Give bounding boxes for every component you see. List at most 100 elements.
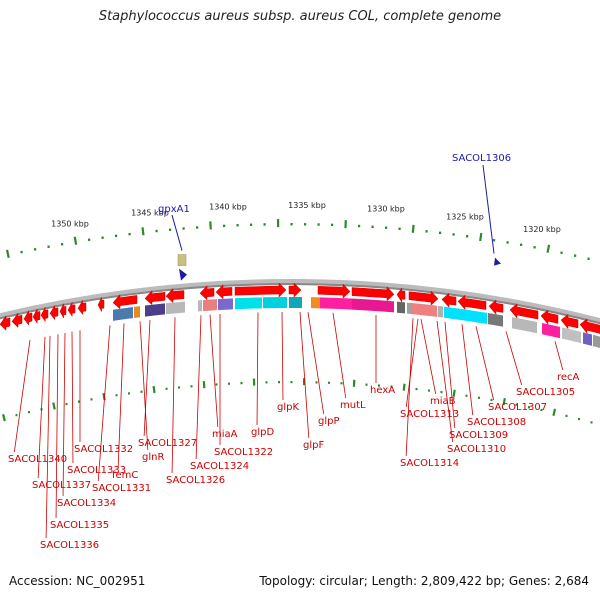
- inner-dot: [265, 381, 268, 384]
- gene-label: SACOL1327: [138, 438, 197, 449]
- label-leader-line: [209, 314, 219, 428]
- gene-arrow[interactable]: [560, 313, 579, 330]
- gene-arrow[interactable]: [11, 312, 23, 328]
- inner-major-tick: [502, 398, 506, 406]
- gene-arrow[interactable]: [488, 299, 504, 315]
- scale-dot: [20, 250, 23, 254]
- gpxA1-marker: [179, 268, 187, 281]
- inner-dot: [215, 383, 218, 386]
- gene-label: SACOL1331: [92, 483, 151, 494]
- backbone-edge: [0, 283, 600, 325]
- inner-dot: [115, 394, 118, 397]
- label-leader-line: [405, 318, 414, 457]
- scale-dot: [574, 254, 577, 257]
- gene-arrow[interactable]: [23, 309, 33, 326]
- label-leader-line: [307, 312, 325, 415]
- label-leader-line: [554, 341, 564, 371]
- gene-label: miaB: [430, 396, 456, 407]
- gene-arrow[interactable]: [77, 299, 87, 316]
- inner-dot: [365, 383, 368, 386]
- scale-dot: [425, 230, 428, 233]
- gene-arrow[interactable]: [0, 315, 11, 331]
- gene-label: SACOL1336: [40, 540, 99, 551]
- scale-dot: [223, 224, 226, 228]
- gene-arrow[interactable]: [288, 282, 302, 298]
- gene-arrow[interactable]: [40, 307, 49, 323]
- gene-label: femC: [112, 470, 138, 481]
- gene-arrow[interactable]: [112, 293, 138, 310]
- label-leader-line: [97, 325, 111, 482]
- gene-arrow[interactable]: [215, 284, 233, 300]
- inner-dot: [128, 392, 130, 395]
- inner-dot: [78, 400, 80, 403]
- gene-arrow[interactable]: [199, 285, 215, 301]
- gene-arrow[interactable]: [67, 302, 76, 318]
- gene-label: glpF: [303, 440, 324, 451]
- gene-arrow[interactable]: [165, 287, 185, 304]
- gene-label: SACOL1314: [400, 458, 459, 469]
- gene-arrow[interactable]: [234, 282, 287, 298]
- inner-dot: [278, 381, 280, 384]
- feature-domain: [235, 297, 262, 310]
- feature-domain: [438, 305, 443, 318]
- gene-arrow[interactable]: [317, 283, 351, 299]
- label-leader-line: [461, 324, 474, 416]
- feature-domain: [562, 327, 581, 344]
- feature-domain: [512, 317, 537, 334]
- scale-dot: [169, 228, 172, 231]
- scale-label: 1320 kbp: [523, 225, 561, 234]
- gene-label: glpP: [318, 416, 340, 427]
- gene-arrow[interactable]: [32, 308, 41, 325]
- gene-arrow[interactable]: [540, 309, 559, 326]
- scale-dot: [520, 243, 523, 246]
- inner-dot: [415, 387, 418, 391]
- gene-arrow[interactable]: [441, 292, 457, 308]
- scale-major-tick: [5, 249, 10, 258]
- label-leader-line: [13, 340, 31, 453]
- inner-dot: [540, 408, 543, 412]
- feature-domain: [203, 299, 217, 312]
- inner-dot: [578, 417, 580, 421]
- scale-dot: [236, 224, 239, 227]
- gene-arrow[interactable]: [457, 294, 487, 311]
- inner-major-tick: [252, 378, 256, 386]
- label-leader-line: [37, 336, 46, 479]
- scale-dot: [587, 257, 590, 260]
- feature-domain: [488, 313, 503, 327]
- feature-domain: [583, 332, 592, 346]
- feature-domain: [218, 298, 233, 311]
- inner-dot: [140, 390, 143, 393]
- gene-label: hexA: [370, 385, 395, 396]
- label-leader-line: [505, 331, 523, 386]
- gene-arrow[interactable]: [579, 318, 600, 335]
- gene-arrow[interactable]: [509, 303, 539, 320]
- callout-line: [482, 164, 495, 254]
- scale-dot: [155, 229, 158, 233]
- inner-major-tick: [552, 408, 557, 416]
- gene-arrow[interactable]: [408, 290, 439, 306]
- gene-label: SACOL1310: [447, 444, 506, 455]
- gene-label: miaA: [212, 429, 238, 440]
- feature-domain: [113, 307, 133, 321]
- gene-arrow[interactable]: [144, 290, 166, 306]
- feature-domain: [542, 323, 560, 339]
- label-leader-line: [405, 318, 419, 408]
- inner-major-tick: [452, 389, 456, 397]
- scale-dot: [182, 227, 185, 230]
- scale-dot: [88, 238, 91, 241]
- scale-major-tick: [276, 219, 280, 228]
- inner-dot: [590, 421, 593, 424]
- gene-arrow[interactable]: [351, 286, 395, 302]
- label-leader-line: [139, 321, 149, 451]
- scale-dot: [385, 226, 388, 229]
- inner-dot: [440, 391, 443, 394]
- inner-dot: [240, 382, 243, 385]
- gene-arrow[interactable]: [97, 297, 105, 313]
- gene-arrow[interactable]: [49, 304, 59, 321]
- feature-domain: [407, 302, 412, 315]
- backbone-arc: [0, 279, 600, 325]
- label-leader-line: [332, 312, 347, 399]
- gene-arrow[interactable]: [59, 303, 67, 319]
- gene-label: SACOL1332: [74, 444, 133, 455]
- gene-arrow[interactable]: [396, 287, 406, 303]
